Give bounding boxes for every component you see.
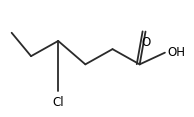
Text: O: O [141,36,150,49]
Text: Cl: Cl [52,96,64,109]
Text: OH: OH [168,46,186,59]
